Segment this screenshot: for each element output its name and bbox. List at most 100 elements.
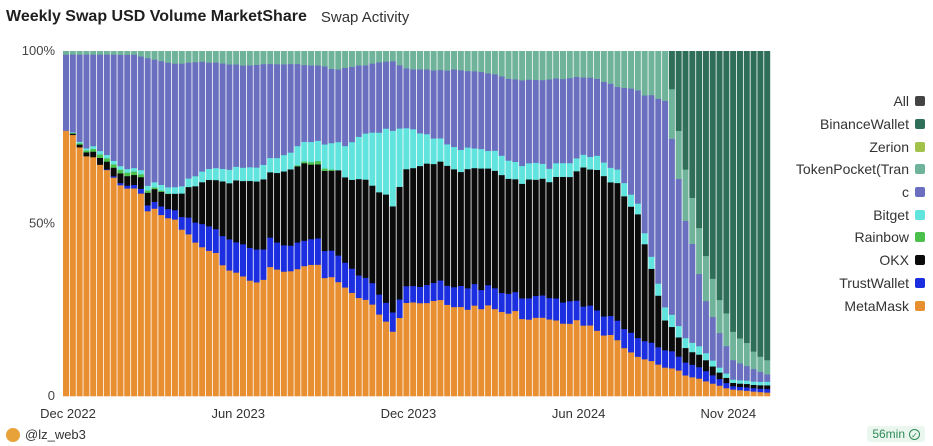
bar-segment-c [246,65,253,168]
bar-segment-tokenpocket-tran [498,51,505,77]
legend-item[interactable]: TokenPocket(Tran [745,158,925,181]
bar-segment-bitget [110,160,117,165]
bar-segment-c [103,54,110,156]
bar-segment-okx [689,351,696,365]
bar-segment-rainbow [137,174,144,178]
bar-week-13 [151,51,158,397]
bar-week-20 [199,51,206,397]
legend-item[interactable]: All [745,90,925,113]
bar-segment-metamask [117,185,124,397]
bar-segment-metamask [396,317,403,397]
bar-segment-metamask [682,375,689,397]
bar-week-26 [240,51,247,397]
bar-segment-trustwallet [260,249,267,280]
bar-segment-trustwallet [621,328,628,349]
bar-segment-tokenpocket-tran [423,51,430,70]
bar-segment-tokenpocket-tran [321,51,328,67]
bar-segment-okx [600,175,607,317]
bar-segment-metamask [723,387,730,397]
bar-week-33 [287,51,294,397]
bar-segment-trustwallet [389,312,396,332]
bar-segment-trustwallet [675,356,682,371]
bar-week-18 [185,51,192,397]
legend-item[interactable]: Zerion [745,135,925,158]
legend-item[interactable]: TrustWallet [745,272,925,295]
bar-segment-metamask [505,313,512,397]
bar-segment-c [682,220,689,339]
bar-segment-trustwallet [219,235,226,266]
bar-segment-bitget [668,314,675,328]
bar-week-23 [219,51,226,397]
bar-segment-tokenpocket-tran [410,51,417,70]
bar-segment-binancewallet [757,51,764,357]
bar-segment-trustwallet [131,184,138,189]
bar-segment-metamask [485,305,492,397]
bar-segment-trustwallet [205,226,212,251]
bar-segment-metamask [90,156,97,397]
bar-segment-bitget [485,150,492,169]
bar-week-10 [131,51,138,397]
bar-week-1 [69,51,76,397]
bar-week-88 [662,51,669,397]
bar-segment-bitget [628,194,635,207]
bar-week-73 [559,51,566,397]
bar-segment-metamask [587,325,594,397]
bar-segment-c [417,69,424,134]
legend-item[interactable]: c [745,181,925,204]
bar-week-61 [478,51,485,397]
bar-week-100 [743,51,750,397]
bar-segment-binancewallet [736,51,743,339]
bar-week-46 [376,51,383,397]
bar-segment-binancewallet [764,51,771,361]
bar-segment-bitget [580,154,587,168]
bar-segment-bitget [655,283,662,296]
bar-segment-c [539,79,546,164]
bar-segment-trustwallet [709,375,716,384]
legend-item[interactable]: OKX [745,249,925,272]
footer-author[interactable]: @lz_web3 [6,427,86,442]
bar-segment-tokenpocket-tran [165,51,172,63]
bar-segment-metamask [417,302,424,397]
bar-segment-bitget [131,167,138,172]
bar-segment-okx [280,171,287,246]
bar-week-2 [76,51,83,397]
legend-item[interactable]: MetaMask [745,294,925,317]
bar-segment-trustwallet [246,247,253,281]
legend-item[interactable]: Rainbow [745,226,925,249]
bar-segment-tokenpocket-tran [348,51,355,67]
bar-segment-tokenpocket-tran [600,51,607,82]
bar-segment-okx [682,347,689,363]
bar-segment-rainbow [301,161,308,164]
bar-week-44 [362,51,369,397]
legend-item[interactable]: Bitget [745,203,925,226]
bar-segment-okx [648,268,655,343]
bar-segment-c [485,73,492,151]
bar-segment-bitget [376,132,383,193]
bar-segment-tokenpocket-tran [607,51,614,84]
bar-segment-metamask [566,323,573,397]
bar-segment-okx [369,185,376,284]
bar-week-49 [396,51,403,397]
bar-week-48 [389,51,396,397]
bar-segment-bitget [546,168,553,183]
bar-week-40 [335,51,342,397]
bar-segment-metamask [430,300,437,397]
bar-segment-okx [314,164,321,239]
bar-segment-metamask [580,325,587,397]
bar-segment-c [587,77,594,157]
bar-segment-tokenpocket-tran [491,51,498,75]
bar-segment-rainbow [158,190,165,192]
bar-segment-metamask [267,266,274,397]
bar-segment-rainbow [321,168,328,171]
bar-segment-trustwallet [280,245,287,272]
legend-item[interactable]: BinanceWallet [745,113,925,136]
bar-segment-rainbow [110,164,117,168]
bar-segment-metamask [743,390,750,397]
bar-segment-c [675,178,682,327]
bar-segment-metamask [478,308,485,397]
bar-segment-tokenpocket-tran [178,51,185,64]
bars-group [63,51,771,397]
bar-segment-trustwallet [519,298,526,320]
bar-segment-metamask [662,367,669,397]
bar-segment-trustwallet [662,350,669,368]
